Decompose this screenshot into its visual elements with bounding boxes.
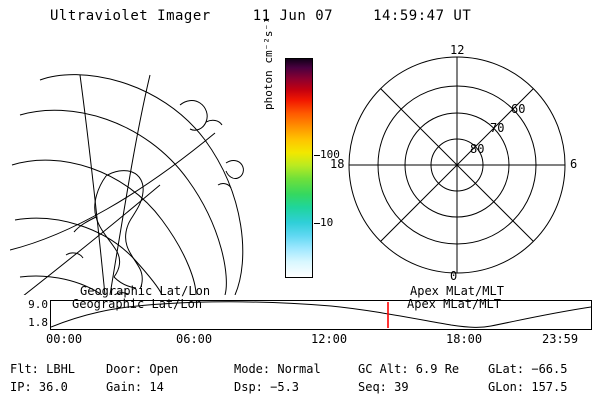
xtick-1: 06:00: [176, 332, 213, 346]
strip-xaxis-ticks: 00:00 06:00 12:00 18:00 23:59: [46, 332, 592, 348]
mlt-label-0: 0: [450, 269, 458, 283]
xtick-0: 00:00: [46, 332, 83, 346]
colorbar-tick-10: 10: [320, 216, 334, 229]
strip-ymin-label: 1.8: [28, 316, 48, 329]
mlt-dial-svg: [348, 56, 566, 274]
status-gain: Gain: 14: [106, 380, 164, 394]
strip-plot-frame: [50, 300, 592, 330]
status-glon: GLon: 157.5: [488, 380, 568, 394]
status-mode: Mode: Normal: [234, 362, 321, 376]
status-door: Door: Open: [106, 362, 179, 376]
status-dsp: Dsp: −5.3: [234, 380, 300, 394]
mlat-label-70: 70: [490, 121, 505, 135]
xtick-2: 12:00: [311, 332, 348, 346]
xtick-3: 18:00: [446, 332, 483, 346]
strip-curve-svg: [51, 301, 591, 328]
status-row-2: IP: 36.0 Gain: 14 Dsp: −5.3 Seq: 39 GLon…: [10, 378, 592, 396]
status-seq: Seq: 39: [358, 380, 409, 394]
status-footer: Flt: LBHL Door: Open Mode: Normal GC Alt…: [10, 360, 592, 396]
status-gcalt: GC Alt: 6.9 Re: [358, 362, 460, 376]
colorbar: 100 10: [285, 58, 340, 278]
instrument-title: Ultraviolet Imager: [50, 8, 211, 24]
geographic-map-svg: [10, 74, 244, 295]
mlat-label-80: 80: [470, 142, 485, 156]
mlt-label-12: 12: [450, 43, 465, 57]
strip-right-title: Apex MLat/MLT: [410, 284, 504, 298]
observation-time: 14:59:47 UT: [373, 8, 472, 24]
colorbar-unit-label: photon cm⁻²s⁻¹: [262, 17, 275, 110]
header: Ultraviolet Imager 11 Jun 07 14:59:47 UT: [0, 8, 600, 24]
mlt-dial-panel: 12 18 6 0 60 70 80 Apex MLat/MLT: [330, 43, 585, 311]
xtick-4: 23:59: [542, 332, 579, 346]
mlat-label-60: 60: [511, 102, 526, 116]
geographic-map-panel: Geographic Lat/Lon: [10, 45, 260, 311]
strip-yaxis-label: GC Alt: [0, 290, 3, 330]
status-flt: Flt: LBHL: [10, 362, 76, 376]
colorbar-gradient: [285, 58, 313, 278]
mlt-label-18: 18: [330, 157, 345, 171]
observation-date: 11 Jun 07: [252, 8, 334, 24]
status-ip: IP: 36.0: [10, 380, 68, 394]
status-glat: GLat: −66.5: [488, 362, 568, 376]
mlt-label-6: 6: [570, 157, 578, 171]
status-row-1: Flt: LBHL Door: Open Mode: Normal GC Alt…: [10, 360, 592, 378]
colorbar-tick-100: 100: [320, 148, 340, 161]
strip-left-title: Geographic Lat/Lon: [80, 284, 211, 298]
gc-alt-strip-plot: 9.0 1.8 GC Alt Geographic Lat/Lon Apex M…: [0, 284, 592, 346]
colorbar-ticks: 100 10: [314, 58, 354, 278]
strip-ymax-label: 9.0: [28, 298, 48, 311]
